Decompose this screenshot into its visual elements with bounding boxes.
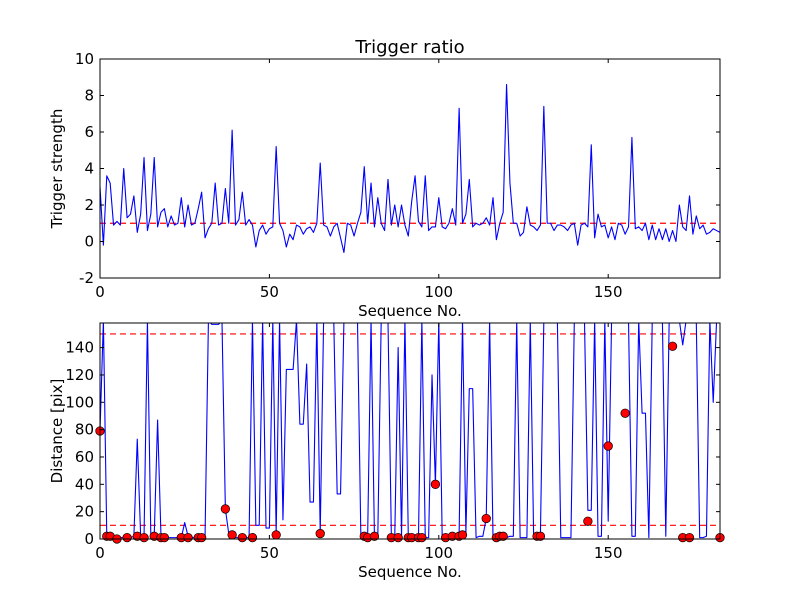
data-point bbox=[481, 513, 491, 524]
data-point bbox=[271, 530, 281, 540]
y-tick-label: 2 bbox=[84, 196, 94, 214]
data-point bbox=[220, 504, 231, 514]
y-tick-label: 80 bbox=[75, 421, 94, 439]
data-point bbox=[583, 516, 593, 526]
series-line bbox=[100, 84, 720, 253]
x-tick-label: 0 bbox=[95, 283, 105, 301]
x-tick-label: 100 bbox=[424, 544, 453, 562]
data-point bbox=[684, 532, 695, 543]
data-point bbox=[603, 441, 613, 451]
y-tick-label: 10 bbox=[75, 50, 94, 68]
data-point bbox=[667, 341, 678, 351]
y-tick-label: 140 bbox=[65, 339, 94, 357]
data-point bbox=[159, 532, 170, 543]
data-point bbox=[247, 532, 258, 543]
axes-frame bbox=[99, 322, 721, 540]
x-tick-label: 50 bbox=[260, 283, 279, 301]
x-tick-label: 0 bbox=[95, 544, 105, 562]
y-axis-label: Distance [pix] bbox=[48, 379, 66, 484]
x-tick-label: 150 bbox=[594, 544, 623, 562]
y-tick-label: 6 bbox=[84, 123, 94, 141]
x-tick-label: 50 bbox=[260, 544, 279, 562]
y-axis-label: Trigger strength bbox=[48, 109, 66, 230]
data-point bbox=[315, 528, 325, 539]
series-line bbox=[100, 323, 718, 539]
y-tick-label: 0 bbox=[84, 233, 94, 251]
x-tick-label: 150 bbox=[594, 283, 623, 301]
y-tick-label: 0 bbox=[84, 530, 94, 548]
data-point bbox=[196, 532, 207, 543]
data-point bbox=[122, 532, 132, 543]
data-point bbox=[393, 532, 403, 543]
y-tick-label: 4 bbox=[84, 160, 94, 178]
data-point bbox=[430, 479, 441, 489]
data-point bbox=[227, 530, 237, 540]
data-point bbox=[535, 531, 546, 541]
data-point bbox=[457, 530, 468, 540]
y-tick-label: 8 bbox=[84, 87, 94, 105]
data-point bbox=[498, 531, 508, 541]
distance-panel: 0 50 100 150 0 20 40 60 80 100 120 140 Sequence No. D… bbox=[48, 322, 725, 581]
y-tick-label: 40 bbox=[75, 475, 94, 493]
x-axis-label: Sequence No. bbox=[358, 563, 462, 581]
x-tick-label: 100 bbox=[424, 283, 453, 301]
data-point bbox=[183, 532, 193, 543]
y-tick-label: 120 bbox=[65, 366, 94, 384]
y-tick-label: 100 bbox=[65, 393, 94, 411]
x-axis-label: Sequence No. bbox=[358, 302, 462, 320]
data-point bbox=[237, 532, 247, 543]
data-point bbox=[417, 532, 427, 543]
data-point bbox=[369, 531, 380, 541]
data-point bbox=[139, 532, 149, 543]
y-tick-label: -2 bbox=[79, 269, 94, 287]
y-tick-label: 20 bbox=[75, 503, 94, 521]
data-point bbox=[620, 408, 630, 418]
y-tick-label: 60 bbox=[75, 448, 94, 466]
chart-title: Trigger ratio bbox=[354, 37, 464, 58]
